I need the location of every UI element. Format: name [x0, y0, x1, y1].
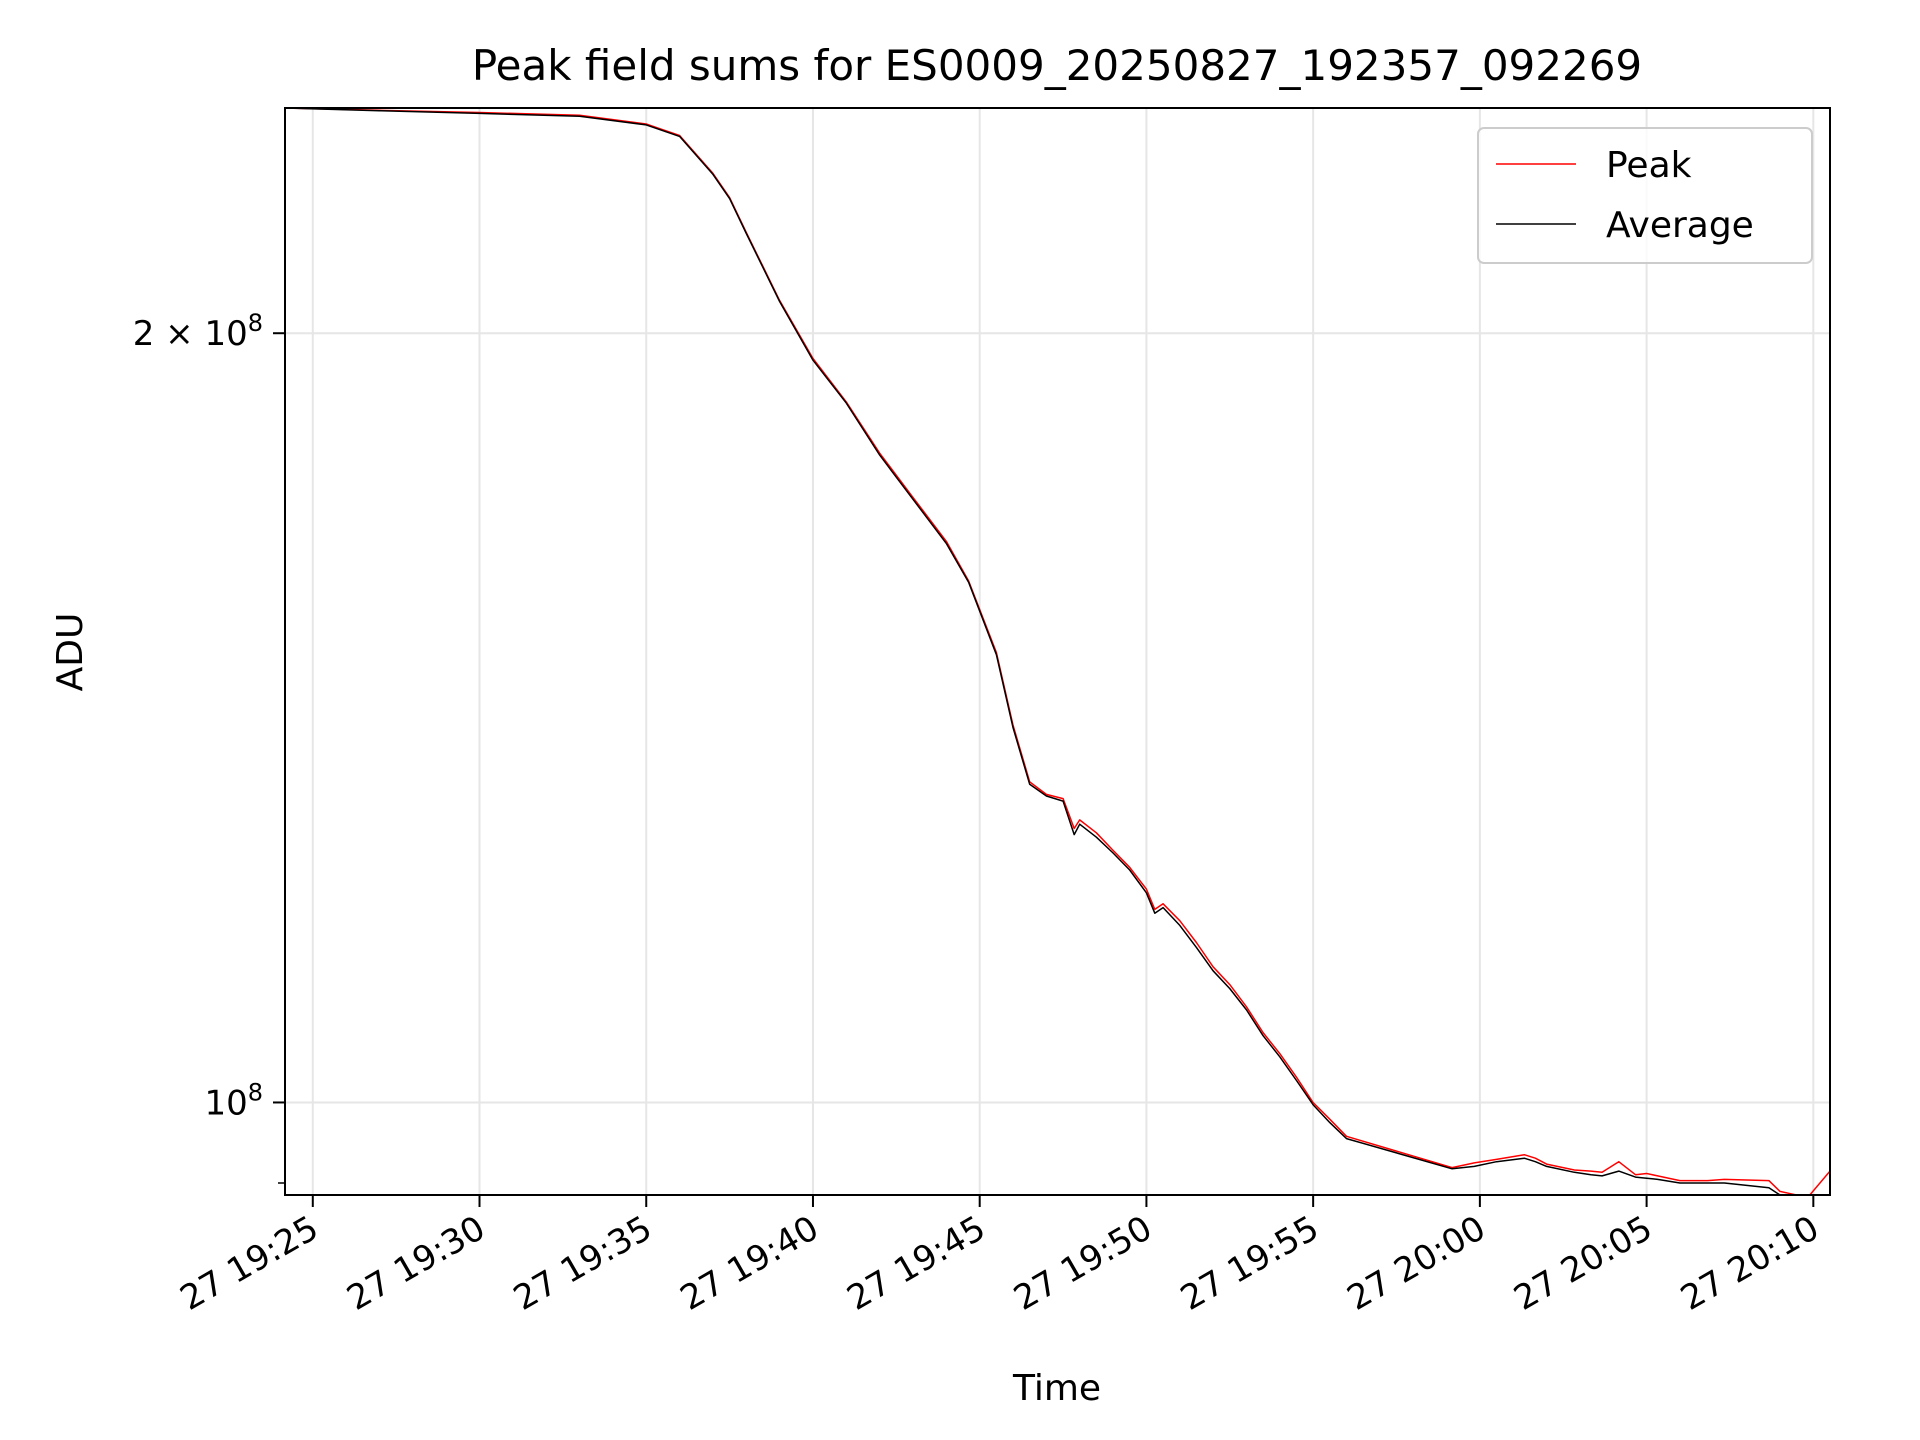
legend-box — [1477, 127, 1813, 264]
y-axis: 2 × 108 108 — [133, 309, 285, 1184]
series-layer — [285, 108, 1830, 1195]
series-line-peak — [285, 108, 1830, 1195]
legend-label-average: Average — [1606, 205, 1754, 246]
legend: Peak Average — [1477, 127, 1813, 264]
grid — [285, 108, 1830, 1195]
plot-frame — [284, 107, 1831, 1196]
y-axis-label: ADU — [50, 613, 91, 692]
series-line-average — [285, 108, 1787, 1195]
legend-label-peak: Peak — [1606, 145, 1692, 186]
y-tick-label: 108 — [204, 1078, 263, 1123]
y-tick-label: 2 × 108 — [133, 309, 263, 354]
x-axis-label: Time — [1012, 1368, 1101, 1409]
chart-title: Peak field sums for ES0009_20250827_1923… — [472, 41, 1642, 90]
